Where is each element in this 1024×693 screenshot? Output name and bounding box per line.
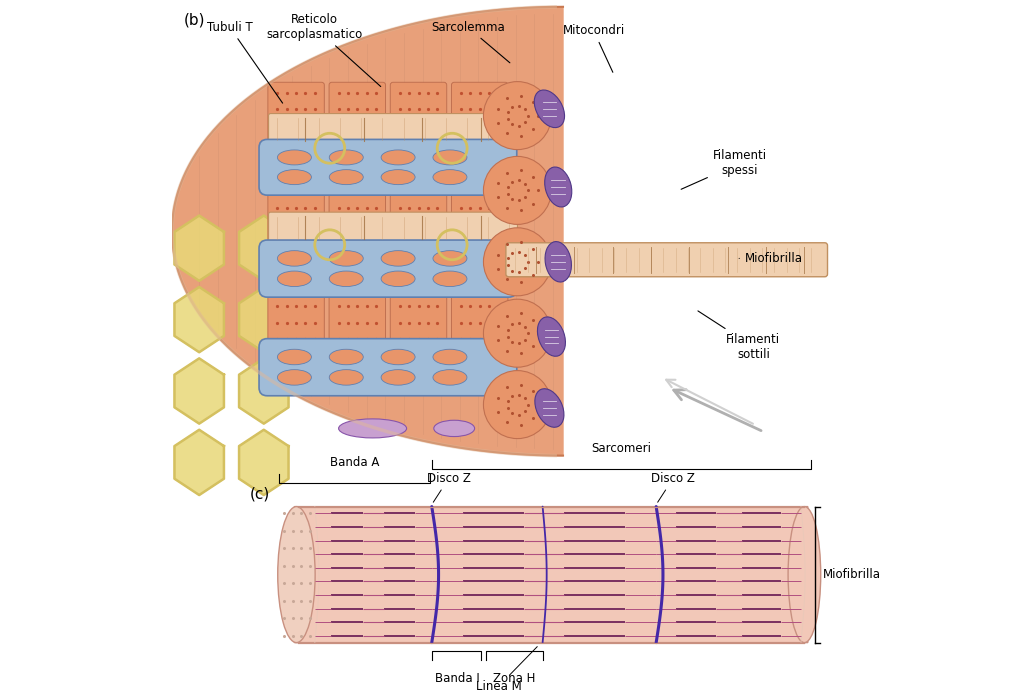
Circle shape	[483, 371, 552, 439]
FancyBboxPatch shape	[259, 339, 517, 396]
Polygon shape	[239, 358, 289, 423]
Polygon shape	[239, 287, 289, 352]
Text: Tubuli T: Tubuli T	[207, 21, 283, 103]
Ellipse shape	[330, 251, 364, 266]
Ellipse shape	[545, 167, 571, 207]
FancyBboxPatch shape	[259, 139, 517, 195]
Text: Sarcolemma: Sarcolemma	[431, 21, 510, 63]
Polygon shape	[174, 287, 224, 352]
Ellipse shape	[278, 251, 311, 266]
Ellipse shape	[381, 170, 415, 184]
Ellipse shape	[538, 317, 565, 356]
Ellipse shape	[788, 507, 820, 642]
Polygon shape	[239, 216, 289, 281]
Text: Miofibrilla: Miofibrilla	[822, 568, 881, 581]
FancyBboxPatch shape	[268, 181, 325, 251]
Polygon shape	[239, 430, 289, 495]
Ellipse shape	[278, 271, 311, 286]
Ellipse shape	[339, 419, 407, 438]
Ellipse shape	[278, 507, 315, 642]
Text: Sarcomeri: Sarcomeri	[592, 442, 651, 455]
Ellipse shape	[433, 251, 467, 266]
Ellipse shape	[433, 170, 467, 184]
FancyBboxPatch shape	[268, 82, 325, 152]
Polygon shape	[174, 216, 224, 281]
Text: Banda A: Banda A	[330, 455, 380, 468]
FancyBboxPatch shape	[329, 82, 385, 152]
Text: Disco Z: Disco Z	[427, 472, 471, 502]
Bar	[172, 480, 852, 680]
Ellipse shape	[433, 271, 467, 286]
Ellipse shape	[433, 369, 467, 385]
Circle shape	[483, 228, 552, 296]
Ellipse shape	[381, 349, 415, 365]
FancyBboxPatch shape	[390, 82, 446, 152]
Ellipse shape	[545, 242, 571, 282]
Text: Reticolo
sarcoplasmatico: Reticolo sarcoplasmatico	[266, 13, 381, 87]
FancyBboxPatch shape	[329, 279, 385, 349]
Ellipse shape	[278, 150, 311, 165]
Circle shape	[483, 82, 552, 150]
Ellipse shape	[381, 251, 415, 266]
Ellipse shape	[381, 150, 415, 165]
Text: (b): (b)	[184, 12, 206, 27]
Text: Miofibrilla: Miofibrilla	[739, 252, 803, 265]
Ellipse shape	[434, 420, 474, 437]
Polygon shape	[174, 430, 224, 495]
Ellipse shape	[433, 150, 467, 165]
Polygon shape	[174, 358, 224, 423]
Ellipse shape	[330, 349, 364, 365]
Text: Linea M: Linea M	[475, 647, 538, 693]
Text: Filamenti
spessi: Filamenti spessi	[681, 149, 767, 189]
FancyBboxPatch shape	[329, 181, 385, 251]
Ellipse shape	[330, 271, 364, 286]
FancyBboxPatch shape	[268, 279, 325, 349]
Bar	[172, 0, 852, 483]
FancyBboxPatch shape	[452, 82, 508, 152]
FancyBboxPatch shape	[259, 240, 517, 297]
FancyBboxPatch shape	[268, 114, 517, 145]
Ellipse shape	[330, 369, 364, 385]
FancyBboxPatch shape	[452, 181, 508, 251]
Text: Mitocondri: Mitocondri	[562, 24, 625, 72]
FancyBboxPatch shape	[268, 212, 517, 243]
Ellipse shape	[330, 170, 364, 184]
Text: Banda I: Banda I	[434, 672, 479, 685]
Ellipse shape	[381, 271, 415, 286]
Text: Filamenti
sottili: Filamenti sottili	[698, 311, 780, 361]
Polygon shape	[172, 7, 563, 455]
Circle shape	[483, 299, 552, 367]
Ellipse shape	[535, 90, 564, 128]
Ellipse shape	[433, 349, 467, 365]
Ellipse shape	[381, 369, 415, 385]
Text: Disco Z: Disco Z	[651, 472, 695, 502]
Ellipse shape	[278, 170, 311, 184]
FancyBboxPatch shape	[506, 243, 827, 277]
Ellipse shape	[535, 389, 564, 428]
FancyBboxPatch shape	[390, 181, 446, 251]
Circle shape	[483, 157, 552, 225]
FancyBboxPatch shape	[295, 507, 808, 642]
FancyBboxPatch shape	[452, 279, 508, 349]
Ellipse shape	[330, 150, 364, 165]
Text: (c): (c)	[250, 487, 270, 502]
Text: Zona H: Zona H	[494, 672, 536, 685]
Ellipse shape	[278, 369, 311, 385]
Ellipse shape	[278, 349, 311, 365]
FancyBboxPatch shape	[390, 279, 446, 349]
